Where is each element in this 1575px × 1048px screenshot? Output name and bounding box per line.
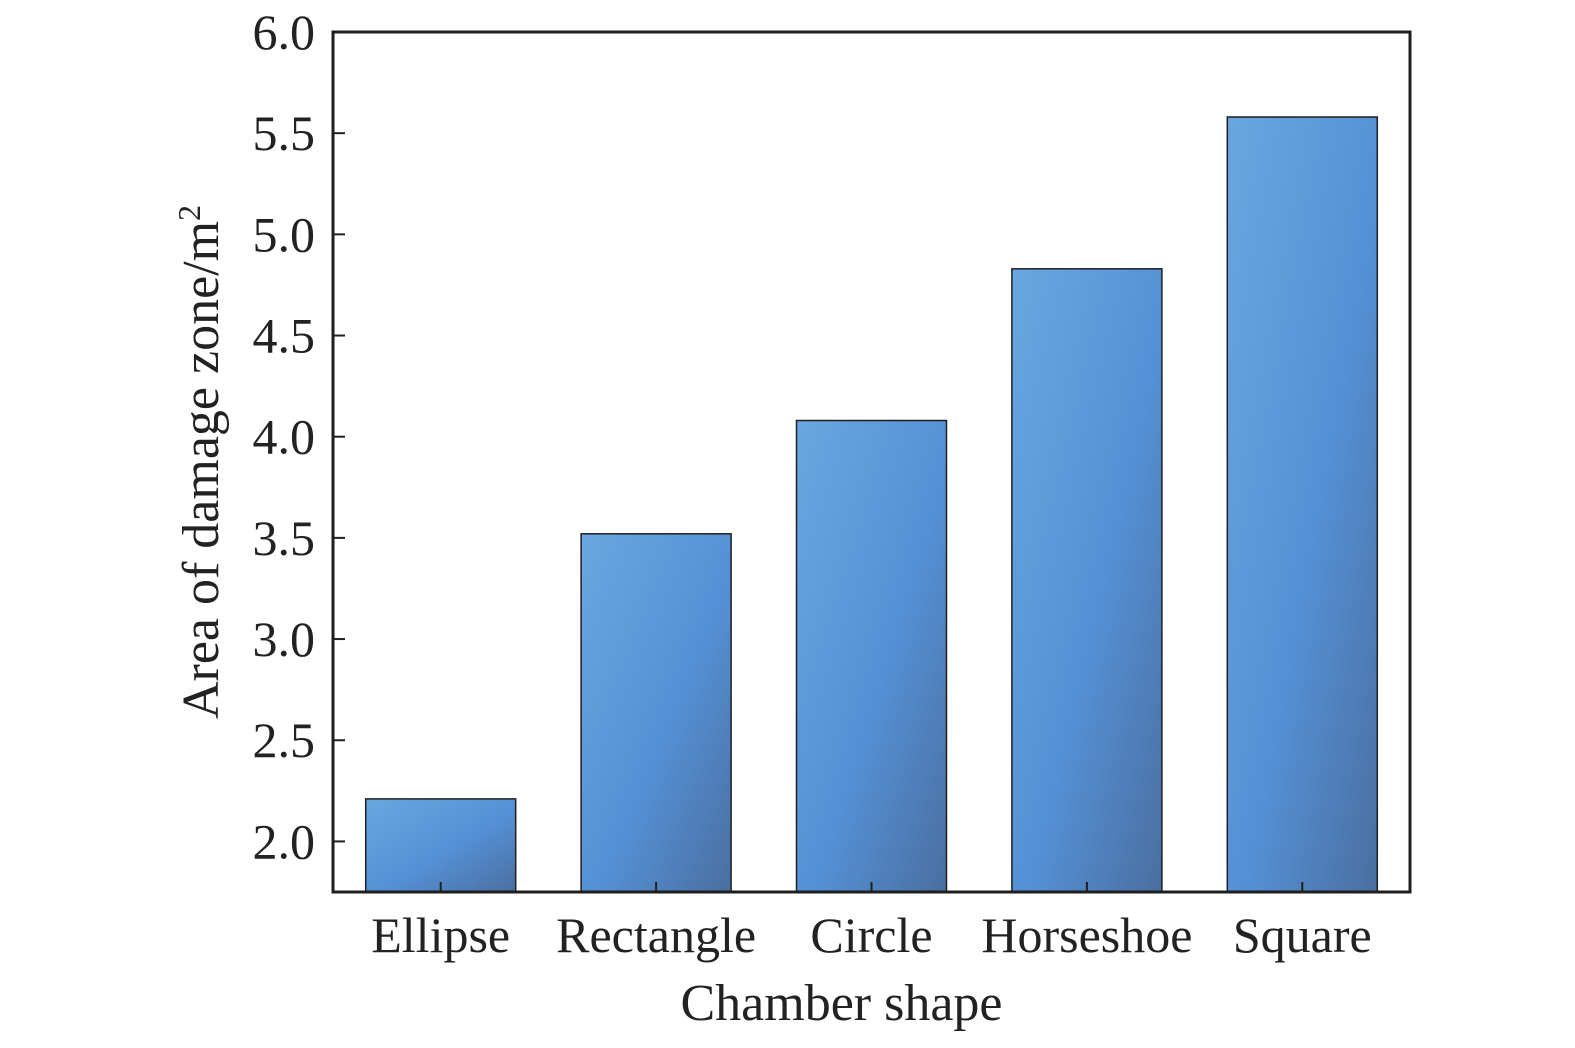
bars-layer [364,116,1379,893]
axes-layer [331,30,1412,894]
y-tick-label: 5.0 [253,206,316,262]
y-axis-title-superscript: 2 [171,205,207,221]
y-tick-label: 5.5 [253,105,316,161]
x-axis-title: Chamber shape [680,975,1002,1032]
labels-layer: Ellipse Rectangle Circle Horseshoe Square 2.0… [171,4,1372,1032]
bar-circle [795,419,948,893]
y-tick-label: 3.5 [253,510,316,566]
y-tick-label: 2.5 [253,712,316,768]
y-axis-title-text: Area of damage zone/m [173,221,230,719]
bar-horseshoe [1011,268,1163,893]
x-tick-label: Ellipse [371,907,510,963]
bar-ellipse [364,798,517,893]
x-tick-label: Circle [810,907,932,963]
y-tick-label: 4.5 [253,308,316,364]
x-tick-label: Horseshoe [981,907,1192,963]
x-tick-label: Square [1233,907,1372,963]
plot-frame [331,30,1412,894]
y-tick-label: 6.0 [253,4,316,60]
y-tick-label: 3.0 [253,611,316,667]
y-axis-title: Area of damage zone/m2 [171,205,230,719]
bar-square [1226,116,1379,893]
x-tick-label: Rectangle [556,907,756,963]
bar-rectangle [580,533,732,893]
y-tick-label: 2.0 [253,813,316,869]
y-tick-label: 4.0 [253,409,316,465]
